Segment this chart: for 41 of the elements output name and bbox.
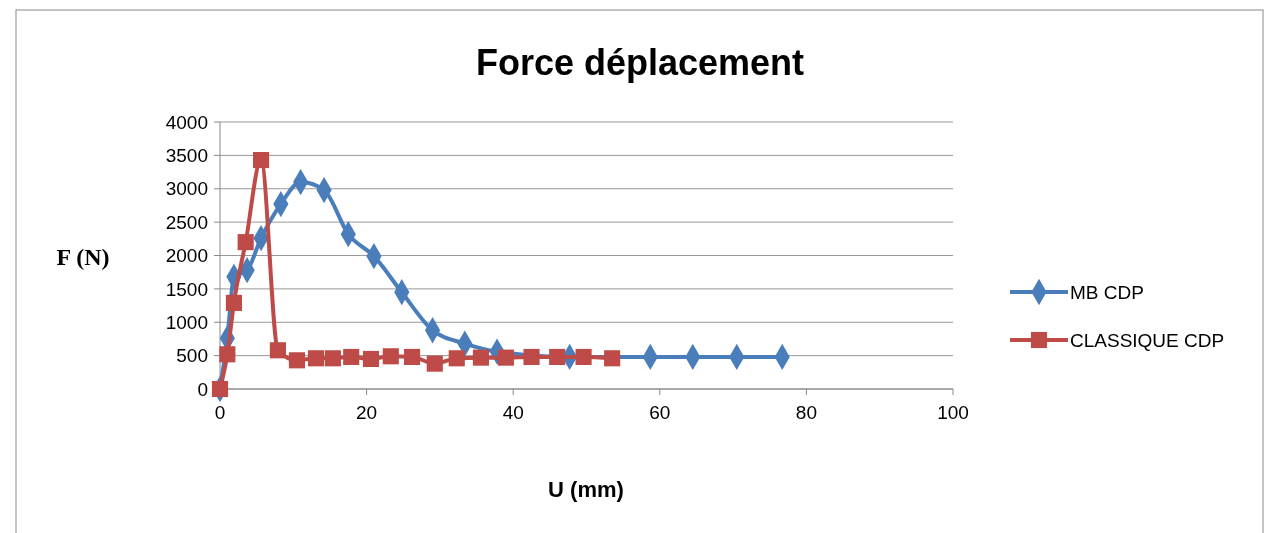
- point: [225, 294, 242, 311]
- x-tick-label: 20: [356, 402, 378, 423]
- point: [426, 355, 443, 372]
- point: [523, 348, 540, 366]
- y-tick-label: 3000: [165, 178, 208, 200]
- point: [324, 350, 341, 367]
- y-tick-label: 0: [197, 378, 208, 400]
- point: [403, 348, 421, 366]
- point: [219, 346, 236, 363]
- y-tick-label: 2500: [165, 211, 208, 233]
- point: [497, 349, 514, 366]
- x-tick-label: 60: [649, 402, 671, 423]
- x-tick-label: 0: [214, 402, 226, 423]
- x-axis-title: U (mm): [548, 477, 624, 502]
- point: [269, 342, 286, 359]
- y-tick-label: 1500: [165, 278, 208, 300]
- point: [362, 350, 380, 368]
- chart-title: Force déplacement: [475, 42, 805, 83]
- y-tick-label: 1000: [165, 311, 208, 333]
- point: [604, 350, 621, 367]
- point: [288, 352, 306, 369]
- x-tick-label: 80: [795, 402, 817, 423]
- y-axis-title: F (N): [56, 244, 110, 270]
- point: [575, 348, 592, 366]
- y-tick-label: 2000: [165, 245, 208, 267]
- y-tick-label: 3500: [165, 145, 208, 167]
- point: [472, 349, 490, 366]
- legend-label: CLASSIQUE CDP: [1070, 329, 1225, 351]
- point: [211, 380, 229, 398]
- point: [448, 350, 465, 367]
- y-tick-label: 4000: [165, 111, 208, 133]
- point: [382, 348, 399, 365]
- y-tick-label: 500: [176, 345, 208, 367]
- point: [237, 234, 254, 251]
- point: [252, 151, 270, 169]
- point: [343, 348, 360, 366]
- x-tick-label: 40: [502, 402, 524, 423]
- legend-label: MB CDP: [1070, 281, 1144, 303]
- x-tick-label: 100: [937, 402, 969, 423]
- point: [307, 350, 325, 367]
- point: [549, 348, 566, 366]
